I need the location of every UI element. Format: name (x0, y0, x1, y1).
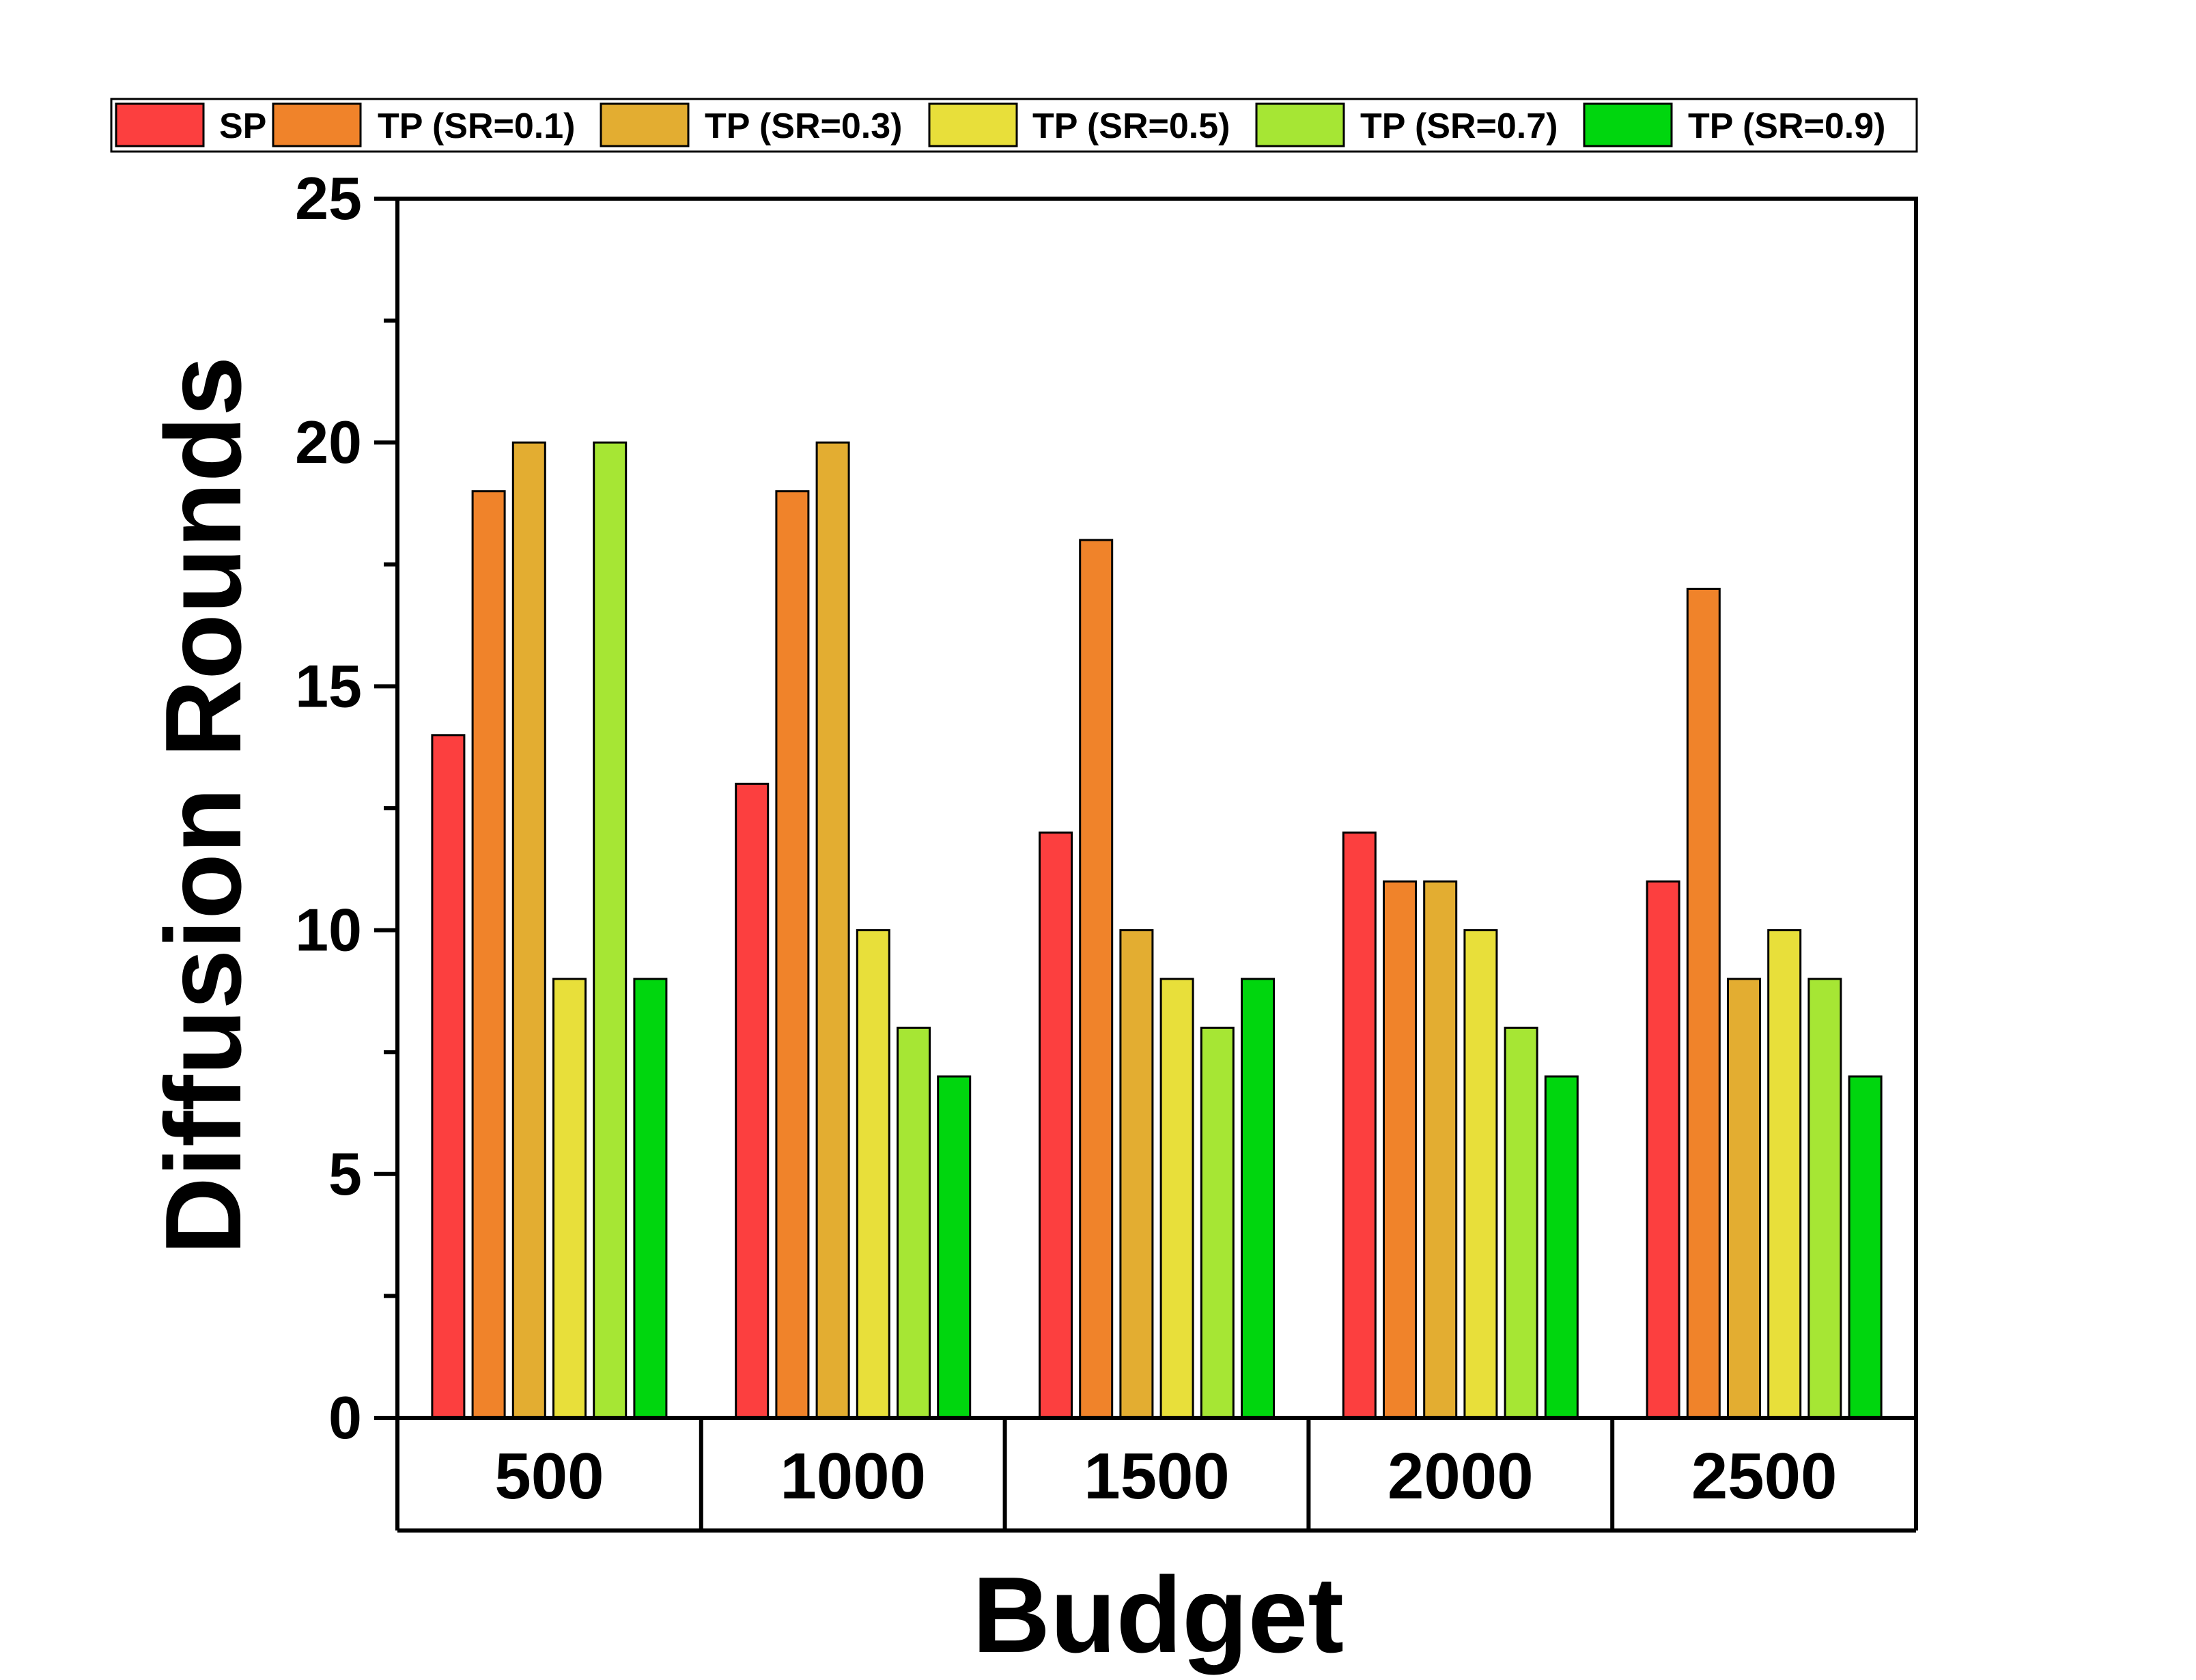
bar-tp-sr-0-5-500 (552, 978, 587, 1419)
bar-tp-sr-0-9-1500 (1241, 978, 1275, 1419)
bar-tp-sr-0-3-2000 (1423, 880, 1458, 1419)
legend-swatch-tp-sr-0-5 (928, 102, 1018, 147)
bar-sp-500 (431, 734, 466, 1419)
y-tick-label: 0 (328, 1384, 362, 1451)
bar-tp-sr-0-9-1000 (937, 1075, 972, 1419)
bar-tp-sr-0-3-500 (511, 441, 546, 1419)
legend-swatch-sp (115, 102, 205, 147)
x-tick-label: 2000 (1388, 1440, 1534, 1513)
bar-tp-sr-0-9-2500 (1848, 1075, 1883, 1419)
bar-tp-sr-0-5-1000 (856, 929, 890, 1419)
y-axis-title: Diffusion Rounds (143, 356, 264, 1255)
bar-tp-sr-0-3-2500 (1727, 978, 1761, 1419)
legend-label-tp-sr-0-5: TP (SR=0.5) (1032, 106, 1230, 146)
legend-label-tp-sr-0-1: TP (SR=0.1) (378, 106, 575, 146)
bar-sp-2000 (1342, 831, 1377, 1419)
legend-label-tp-sr-0-7: TP (SR=0.7) (1360, 106, 1558, 146)
legend-swatch-tp-sr-0-1 (272, 102, 362, 147)
bar-tp-sr-0-7-2500 (1807, 978, 1842, 1419)
bar-tp-sr-0-9-500 (633, 978, 668, 1419)
bar-tp-sr-0-5-2000 (1463, 929, 1498, 1419)
bar-tp-sr-0-7-2000 (1504, 1026, 1538, 1419)
bar-tp-sr-0-1-2500 (1686, 588, 1721, 1419)
bar-sp-1000 (735, 782, 770, 1419)
bar-tp-sr-0-1-1500 (1079, 539, 1114, 1419)
bar-tp-sr-0-7-1000 (897, 1026, 931, 1419)
legend-swatch-tp-sr-0-3 (600, 102, 690, 147)
bar-tp-sr-0-7-1500 (1200, 1026, 1235, 1419)
bar-tp-sr-0-5-1500 (1159, 978, 1194, 1419)
legend-label-sp: SP (219, 106, 266, 146)
bar-tp-sr-0-7-500 (593, 441, 628, 1419)
y-tick-label: 20 (295, 408, 362, 476)
x-tick-label: 500 (494, 1440, 604, 1513)
bar-tp-sr-0-3-1000 (815, 441, 850, 1419)
x-tick-label: 2500 (1691, 1440, 1838, 1513)
bar-tp-sr-0-1-2000 (1383, 880, 1417, 1419)
bar-sp-1500 (1039, 831, 1073, 1419)
bars (431, 441, 1883, 1419)
bar-sp-2500 (1646, 880, 1680, 1419)
bar-tp-sr-0-1-1000 (775, 490, 810, 1419)
legend-swatch-tp-sr-0-9 (1583, 102, 1673, 147)
legend-swatch-tp-sr-0-7 (1255, 102, 1345, 147)
bar-tp-sr-0-5-2500 (1767, 929, 1802, 1419)
axes: 0 5 10 15 20 25 500 1000 1500 2000 2500 (295, 165, 1918, 1533)
y-tick-label: 10 (295, 896, 362, 964)
x-tick-label: 1000 (780, 1440, 926, 1513)
y-tick-label: 25 (295, 165, 362, 232)
legend-label-tp-sr-0-9: TP (SR=0.9) (1688, 106, 1885, 146)
bar-tp-sr-0-9-2000 (1544, 1075, 1579, 1419)
bar-tp-sr-0-1-500 (471, 490, 506, 1419)
legend: SP TP (SR=0.1) TP (SR=0.3) TP (SR=0.5) TP (S… (110, 98, 1918, 153)
bar-tp-sr-0-3-1500 (1119, 929, 1154, 1419)
y-tick-label: 5 (328, 1140, 362, 1208)
x-tick-label: 1500 (1084, 1440, 1230, 1513)
x-axis-title: Budget (972, 1555, 1344, 1675)
legend-label-tp-sr-0-3: TP (SR=0.3) (705, 106, 902, 146)
y-tick-label: 15 (295, 652, 362, 720)
